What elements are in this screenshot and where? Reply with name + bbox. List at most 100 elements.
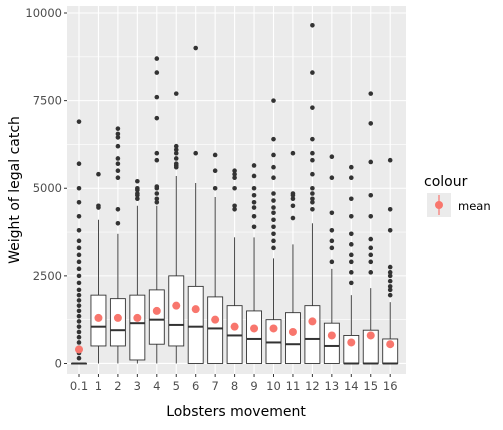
outlier-point [251,199,257,205]
box-group [246,163,263,364]
box-group [265,98,282,364]
mean-point [230,322,239,331]
mean-point [191,305,200,314]
x-tick-label: 16 [383,379,398,393]
outlier-point [76,280,82,286]
outlier-point [115,168,121,174]
outlier-point [76,273,82,279]
outlier-point [310,199,315,205]
outlier-point [310,150,315,156]
outlier-point [368,91,374,96]
outlier-point [329,210,335,216]
outlier-point [271,245,276,251]
outlier-point [115,143,121,149]
outlier-point [290,215,296,221]
x-tick-label: 6 [192,379,199,393]
outlier-point [310,136,315,142]
outlier-point [115,156,121,161]
box-group [168,91,185,364]
outlier-point [349,270,354,275]
y-tick-label: 7500 [33,94,62,108]
outlier-point [232,185,237,191]
outlier-point [115,131,121,137]
outlier-point [310,185,315,191]
box-group [109,126,126,364]
outlier-point [154,150,160,156]
outlier-point [135,196,140,202]
outlier-point [251,163,257,168]
y-axis-title: Weight of legal catch [7,116,23,264]
mean-point [152,306,161,315]
outlier-point [135,185,140,191]
outlier-point [310,191,315,196]
box [148,289,165,345]
outlier-point [232,206,237,212]
box-group [148,56,165,364]
outlier-point [193,45,198,51]
outlier-point [193,150,198,156]
outlier-point [76,252,82,258]
x-tick-label: 0.1 [70,379,88,393]
legend: colour mean [424,174,491,217]
outlier-point [349,164,354,170]
outlier-point [76,266,82,272]
outlier-point [368,270,374,275]
outlier-point [271,205,276,210]
outlier-point [387,264,393,270]
outlier-point [329,238,335,244]
outlier-point [212,185,218,191]
box-group [382,157,399,365]
outlier-point [349,259,354,265]
outlier-point [329,154,335,160]
outlier-point [115,126,121,131]
outlier-point [368,245,374,251]
outlier-point [368,259,374,265]
box-group [343,164,360,365]
outlier-point [173,143,179,149]
outlier-point [76,303,82,308]
outlier-point [310,105,315,110]
outlier-point [310,171,315,177]
box-group [285,150,301,364]
outlier-point [154,184,160,189]
x-tick-label: 2 [114,379,121,393]
outlier-point [173,91,179,96]
outlier-point [173,150,179,156]
y-tick-label: 10000 [25,6,62,20]
outlier-point [251,173,257,179]
x-tick-label: 3 [134,379,141,393]
outlier-point [387,157,393,163]
outlier-point [387,228,393,233]
x-tick-label: 14 [344,379,359,393]
outlier-point [310,70,315,75]
x-tick-label: 1 [95,379,102,393]
outlier-point [232,171,237,177]
outlier-point [310,22,315,28]
box-group [323,154,340,364]
outlier-point [154,94,160,100]
legend-key-point [435,201,443,209]
outlier-point [115,206,121,212]
mean-point [327,331,336,340]
box [304,305,321,364]
mean-point [269,324,278,333]
box [168,275,185,347]
x-tick-label: 4 [153,379,160,393]
x-axis-title: Lobsters movement [166,404,306,420]
y-axis-ticks: 0 2500 5000 7500 10000 [25,6,67,370]
outlier-point [290,150,296,156]
mean-point [308,317,317,326]
outlier-point [271,164,276,170]
mean-point [288,327,297,336]
outlier-point [76,313,82,319]
outlier-point [349,252,354,258]
outlier-point [76,340,82,345]
outlier-point [271,152,276,158]
box-group [207,152,224,364]
outlier-point [368,236,374,242]
outlier-point [271,136,276,142]
mean-point [75,345,83,354]
outlier-point [76,319,82,324]
outlier-point [154,70,160,75]
